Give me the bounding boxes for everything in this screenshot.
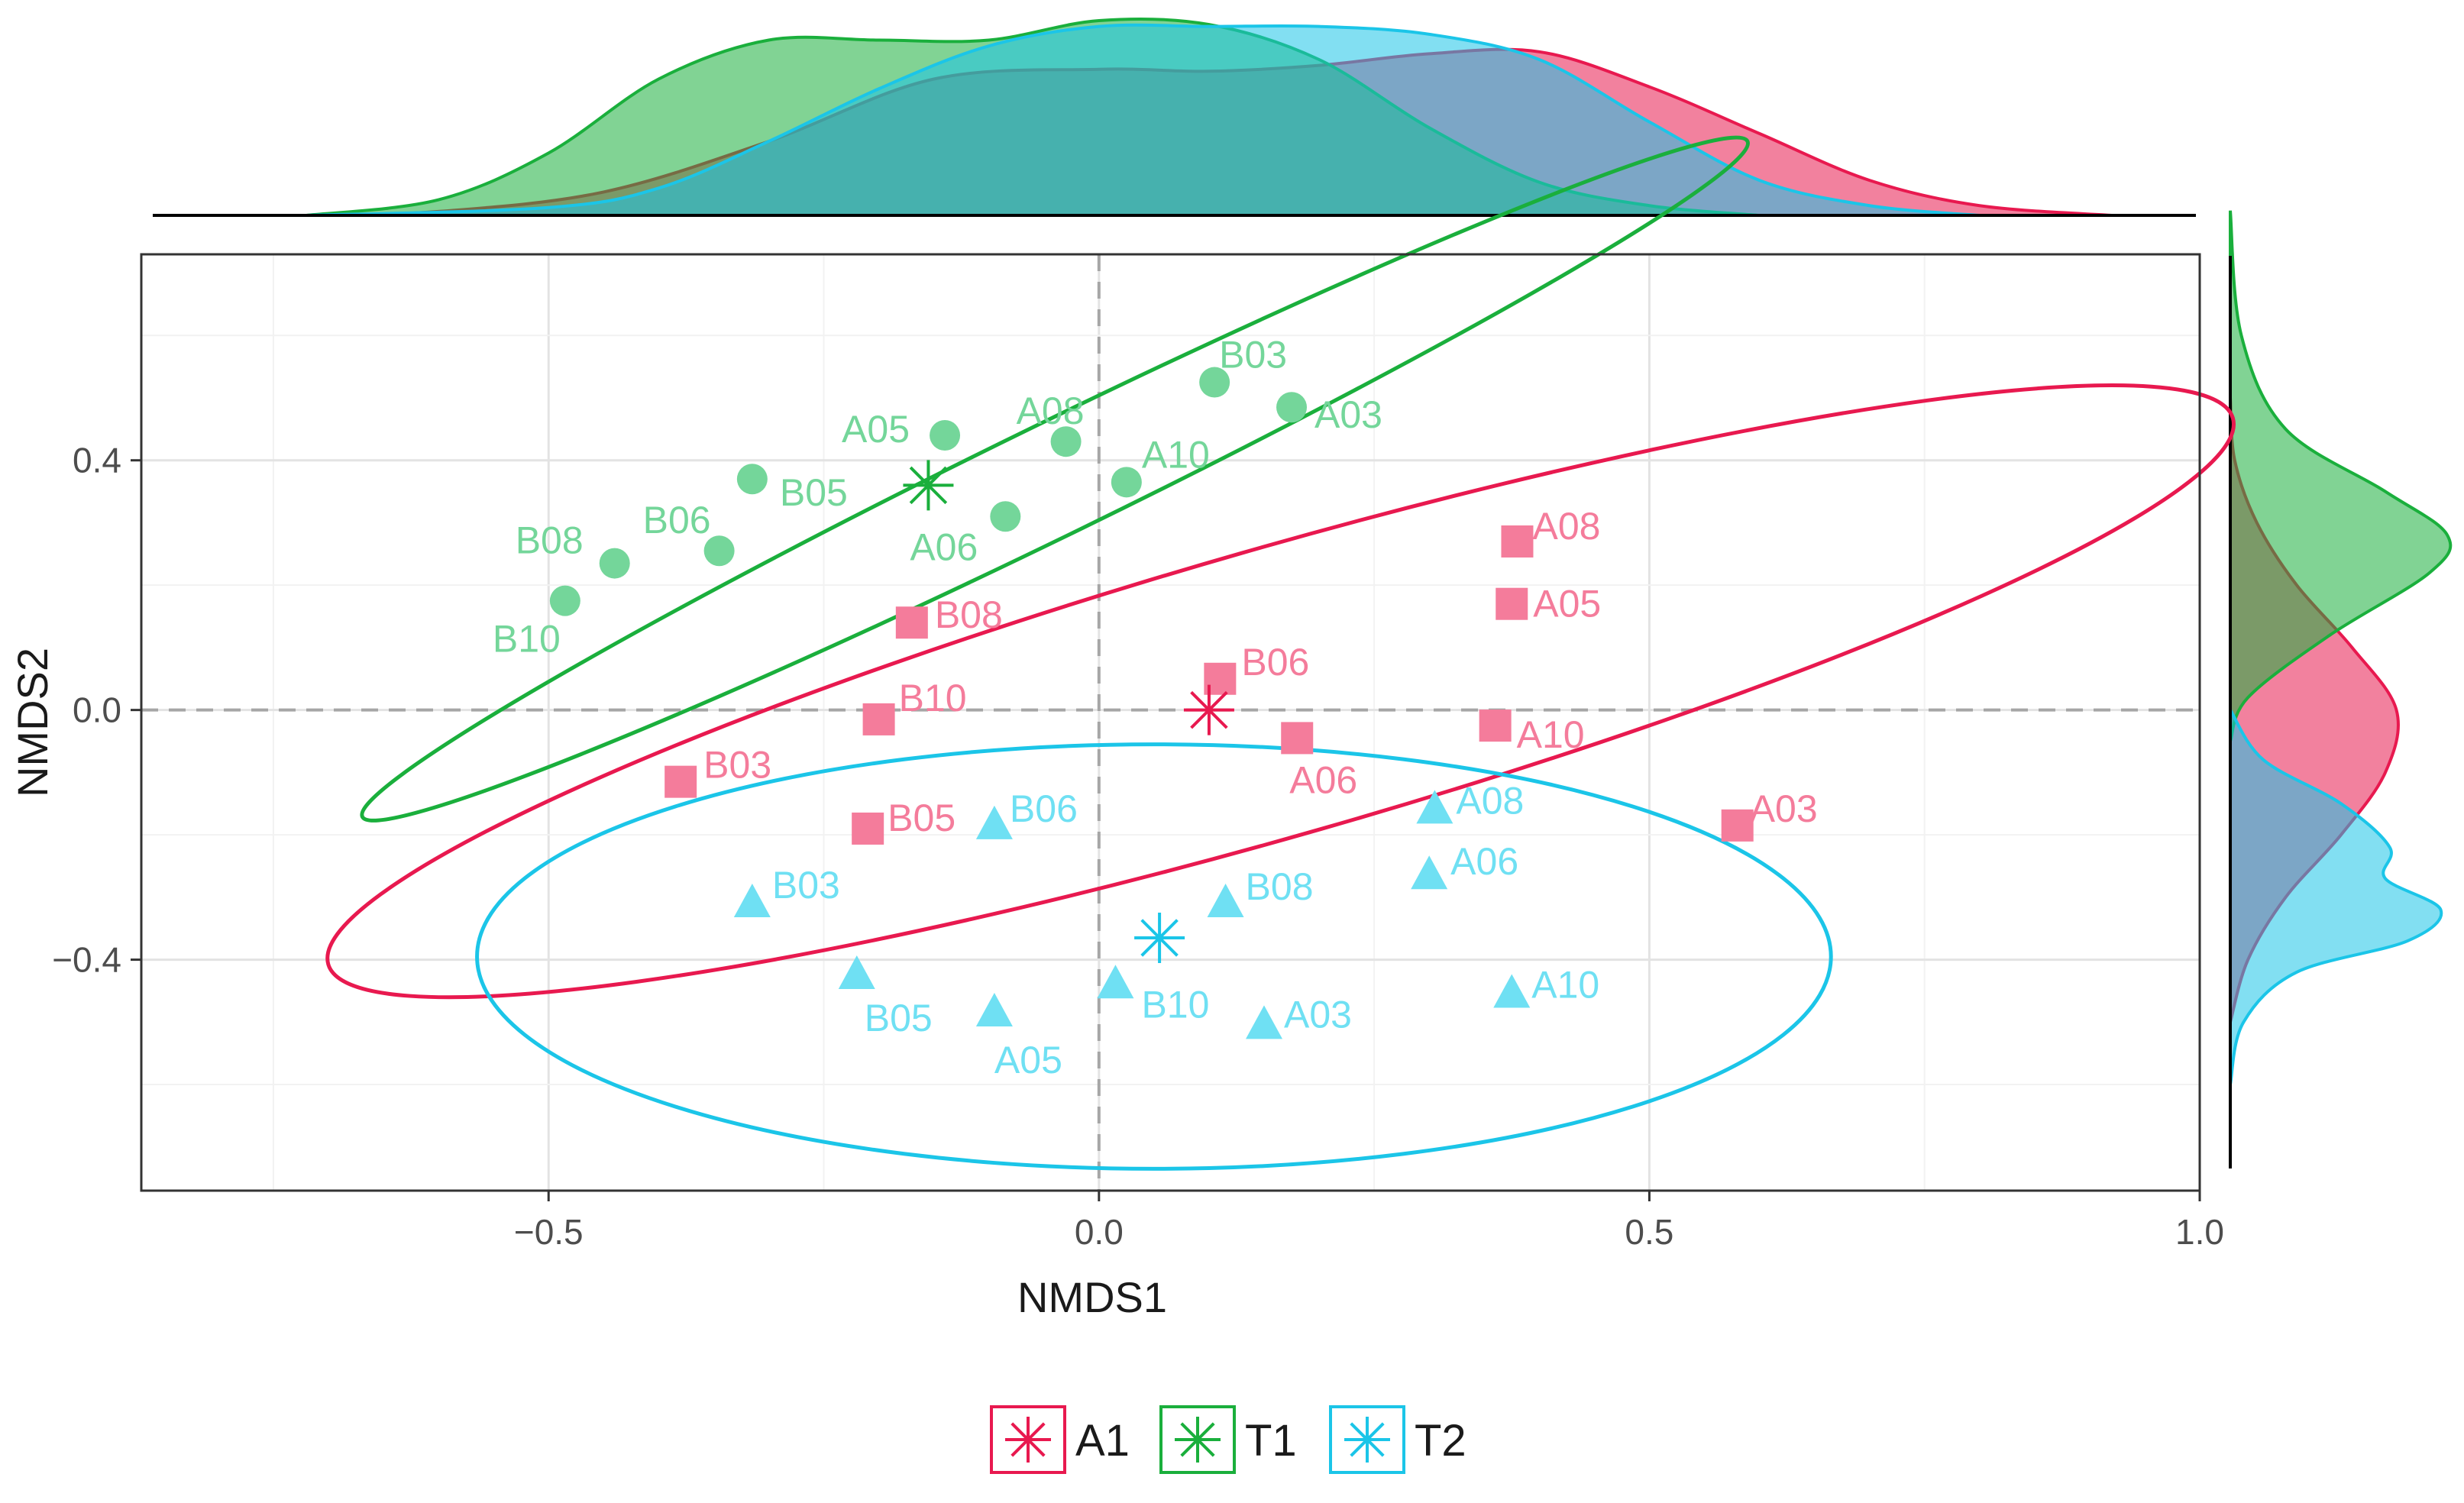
t1-point-b08-label: B08 [516, 519, 584, 562]
legend-asterisk-icon [1344, 1417, 1390, 1463]
t1-point-b06 [703, 535, 735, 567]
right-density-t1 [2229, 210, 2453, 742]
t1-point-b06-label: B06 [643, 499, 711, 541]
y-tick-label: 0.0 [73, 690, 121, 730]
a1-point-b08-label: B08 [935, 593, 1003, 636]
t2-point-b06-label: B06 [1010, 787, 1078, 830]
t2-point-a10-label: A10 [1531, 964, 1599, 1007]
t2-point-a03 [1246, 1005, 1282, 1039]
t2-point-a03-label: A03 [1284, 993, 1352, 1036]
t2-point-b05-label: B05 [865, 997, 933, 1039]
a1-point-a03-label: A03 [1750, 787, 1818, 830]
t1-point-a10 [1111, 467, 1142, 498]
axes: −0.5 0.0 0.5 1.0 −0.4 0.0 0.4 [52, 441, 2224, 1252]
y-tick-label: 0.4 [73, 441, 121, 480]
reference-lines [141, 254, 2200, 1191]
right-density-t2 [2229, 705, 2443, 1085]
t2-point-b03-label: B03 [772, 864, 840, 907]
legend-item-a1: A1 [990, 1405, 1130, 1474]
a1-point-a08 [1501, 525, 1534, 558]
t2-point-b10-label: B10 [1141, 983, 1209, 1026]
group-ellipses [325, 135, 2236, 1171]
a1-point-a05 [1496, 587, 1528, 620]
t1-point-b10 [549, 585, 580, 616]
ellipse-t1 [360, 135, 1750, 823]
t2-point-b06 [975, 805, 1013, 839]
x-tick-label: 0.5 [1625, 1212, 1673, 1252]
t2-point-b08-label: B08 [1246, 865, 1314, 908]
t1-point-a08 [1050, 426, 1082, 457]
a1-point-a06 [1281, 722, 1314, 755]
x-tick-label: −0.5 [514, 1212, 584, 1252]
top-density-t2 [306, 23, 1980, 217]
y-axis-title: NMDS2 [8, 648, 57, 797]
a1-point-a10 [1479, 709, 1512, 742]
t1-point-b08 [599, 548, 630, 579]
t2-point-a08-label: A08 [1456, 779, 1524, 822]
t1-point-a10-label: A10 [1142, 433, 1210, 476]
group-centroids [903, 460, 1234, 963]
plot-panel-background [141, 254, 2200, 1191]
t1-point-a06-label: A06 [910, 525, 978, 568]
t2-point-a06-label: A06 [1450, 840, 1518, 883]
legend-asterisk-icon [1005, 1417, 1051, 1463]
t2-point-b03 [733, 884, 771, 918]
a1-point-b05 [852, 812, 884, 845]
a1-point-a03 [1721, 809, 1754, 842]
t1-point-a05-label: A05 [842, 408, 910, 451]
legend-label: T2 [1415, 1416, 1466, 1466]
centroid-a1 [1183, 684, 1234, 735]
t1-point-a08-label: A08 [1017, 389, 1085, 432]
centroid-t2 [1134, 912, 1185, 963]
centroid-t1 [903, 460, 954, 511]
a1-point-b05-label: B05 [888, 797, 956, 839]
a1-point-b03 [665, 765, 697, 798]
x-tick-label: 0.0 [1075, 1212, 1124, 1252]
t2-point-a10 [1493, 974, 1531, 1008]
data-points [549, 367, 1754, 1039]
legend-item-t2: T2 [1329, 1405, 1466, 1474]
t1-point-a03-label: A03 [1314, 393, 1382, 436]
a1-point-a10-label: A10 [1517, 713, 1585, 756]
a1-point-b10-label: B10 [899, 677, 967, 719]
a1-point-b10 [862, 703, 895, 735]
t1-point-b03-label: B03 [1219, 334, 1287, 377]
t2-point-a05 [975, 993, 1013, 1027]
a1-point-a05-label: A05 [1533, 583, 1601, 625]
right-marginal-density [2229, 210, 2453, 1168]
t1-point-b05 [736, 464, 768, 495]
a1-point-a06-label: A06 [1289, 758, 1357, 801]
t1-point-b05-label: B05 [780, 471, 848, 514]
plot-panel-border [140, 253, 2201, 1192]
a1-point-b03-label: B03 [703, 744, 771, 787]
a1-point-a08-label: A08 [1532, 505, 1600, 548]
a1-point-b06-label: B06 [1241, 641, 1309, 684]
legend: A1 T1 T2 [990, 1405, 1466, 1474]
t1-point-a03 [1276, 392, 1308, 423]
legend-asterisk-icon [1175, 1417, 1221, 1463]
legend-label: A1 [1075, 1416, 1130, 1466]
y-tick-label: −0.4 [52, 940, 121, 980]
t2-point-a08 [1416, 790, 1454, 824]
x-tick-label: 1.0 [2175, 1212, 2224, 1252]
ellipse-t2 [475, 742, 1833, 1171]
x-axis-title: NMDS1 [1017, 1273, 1167, 1321]
point-labels: A08 A05 A10 A06 A03 B06 B08 B10 B03 B05 B03 A03 A08 A… [493, 334, 1818, 1082]
t2-point-b08 [1207, 884, 1244, 918]
t1-point-a05 [930, 420, 961, 451]
top-marginal-density [153, 17, 2196, 217]
legend-item-t1: T1 [1159, 1405, 1297, 1474]
t1-point-a06 [990, 501, 1021, 532]
t2-point-a06 [1411, 855, 1448, 890]
t2-point-b10 [1097, 965, 1134, 999]
a1-point-b08 [895, 606, 928, 639]
t1-point-b03 [1199, 367, 1230, 398]
t1-point-b10-label: B10 [493, 618, 561, 661]
t2-point-a05-label: A05 [994, 1039, 1062, 1081]
plot-panel: A08 A05 A10 A06 A03 B06 B08 B10 B03 B05 B03 A03 A08 A… [140, 135, 2236, 1192]
ellipse-a1 [325, 383, 2236, 1000]
t2-point-b05 [838, 955, 875, 990]
legend-label: T1 [1245, 1416, 1297, 1466]
